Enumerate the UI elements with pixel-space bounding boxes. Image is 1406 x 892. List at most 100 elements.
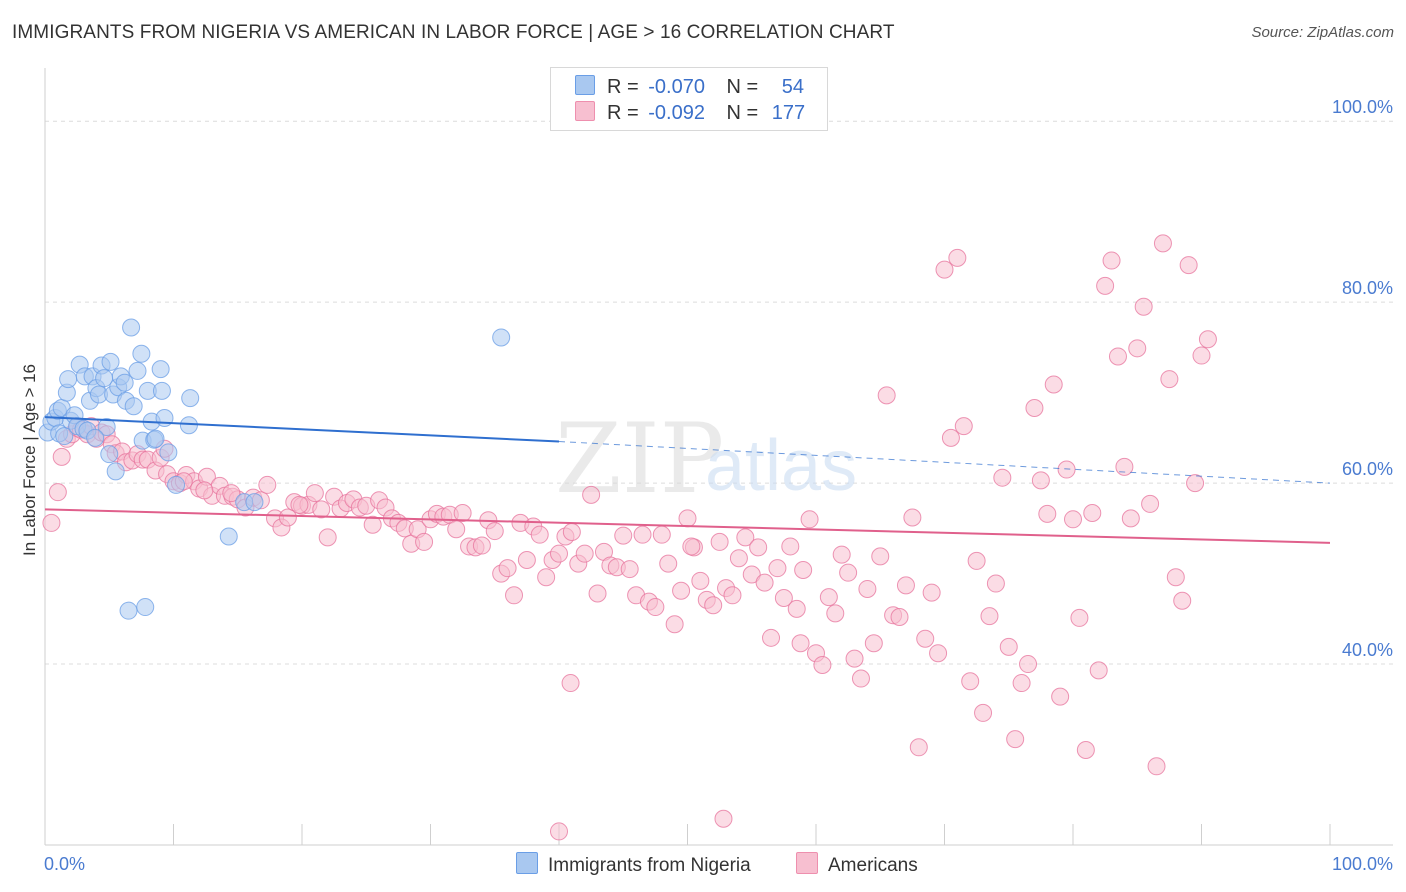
data-point	[1012, 674, 1031, 693]
legend-label-americans: Americans	[828, 855, 918, 876]
data-point	[858, 579, 877, 598]
legend-r-label: R =	[607, 102, 639, 124]
data-point	[537, 568, 556, 587]
data-point	[819, 588, 838, 607]
data-point	[678, 509, 697, 528]
data-point	[447, 520, 466, 539]
data-point	[903, 508, 922, 527]
data-point	[935, 260, 954, 279]
data-point	[1057, 460, 1076, 479]
data-point	[1038, 504, 1057, 523]
data-point	[890, 608, 909, 627]
legend-n-value: 54	[781, 76, 805, 98]
data-point	[101, 352, 120, 371]
data-point	[561, 674, 580, 693]
trend-line-nigeria-extrapolated	[558, 441, 1331, 484]
data-point	[791, 634, 810, 653]
data-point	[575, 544, 594, 563]
data-point	[48, 483, 67, 502]
data-point	[550, 822, 568, 841]
data-point	[729, 549, 748, 568]
data-point	[1083, 503, 1102, 522]
data-point	[181, 389, 200, 408]
data-point	[305, 484, 324, 503]
data-point	[710, 532, 729, 551]
data-point	[1186, 474, 1205, 493]
data-point	[762, 628, 781, 647]
data-point	[128, 361, 147, 380]
data-point	[119, 601, 138, 620]
data-point	[1031, 471, 1050, 490]
data-point	[151, 360, 170, 379]
data-point	[1096, 276, 1115, 295]
data-point	[1025, 399, 1044, 418]
data-point	[1044, 375, 1063, 394]
data-point	[672, 581, 691, 600]
data-point	[794, 560, 813, 579]
data-point	[941, 428, 960, 447]
data-point	[755, 573, 774, 592]
legend-label-nigeria: Immigrants from Nigeria	[548, 855, 751, 876]
correlation-legend: R = -0.070 N = 54 R = -0.092 N = 177	[550, 67, 828, 131]
trend-line-nigeria	[44, 416, 560, 443]
data-point	[1051, 687, 1070, 706]
data-point	[691, 571, 710, 590]
data-point	[774, 589, 793, 608]
data-point	[42, 513, 61, 532]
data-point	[146, 429, 165, 448]
data-point	[1108, 347, 1127, 366]
data-point	[871, 547, 890, 566]
legend-item-americans[interactable]: Americans	[796, 852, 918, 877]
tick-labels: 40.0% 60.0% 80.0% 100.0% 0.0% 100.0%	[44, 97, 1393, 874]
data-point	[864, 634, 883, 653]
data-point	[1166, 568, 1185, 587]
data-point	[620, 560, 639, 579]
data-point	[52, 447, 71, 466]
data-point	[851, 669, 870, 688]
data-point	[787, 599, 806, 618]
data-point	[179, 416, 198, 435]
data-point	[922, 583, 941, 602]
y-tick-label: 60.0%	[1342, 459, 1393, 479]
legend-item-nigeria[interactable]: Immigrants from Nigeria	[516, 852, 751, 877]
data-point	[1128, 339, 1147, 358]
data-point	[258, 475, 277, 494]
data-point	[954, 417, 973, 436]
y-tick-label: 80.0%	[1342, 278, 1393, 298]
data-point	[665, 615, 684, 634]
data-point	[245, 493, 264, 512]
data-point	[55, 427, 74, 446]
data-point	[312, 500, 331, 519]
data-point	[1121, 509, 1140, 528]
data-point	[1198, 330, 1217, 349]
data-point	[219, 527, 238, 546]
data-point	[498, 559, 517, 578]
data-point	[1006, 730, 1025, 749]
data-point	[993, 468, 1012, 487]
data-point	[115, 373, 134, 392]
data-point	[318, 528, 337, 547]
data-point	[736, 528, 755, 547]
data-point	[967, 551, 986, 570]
data-point	[278, 508, 297, 527]
data-point	[813, 655, 832, 674]
data-point	[59, 370, 78, 389]
data-point	[132, 344, 151, 363]
legend-swatch-americans	[796, 852, 818, 874]
legend-n-value: 177	[771, 102, 806, 124]
data-point	[290, 495, 309, 514]
data-point	[916, 629, 935, 648]
legend-swatch-americans	[575, 101, 595, 121]
data-point	[1134, 297, 1153, 316]
data-point	[659, 554, 678, 573]
data-point	[124, 397, 143, 416]
data-point	[97, 418, 116, 437]
watermark: ZIP atlas	[555, 403, 857, 515]
data-point	[106, 462, 125, 481]
data-point	[652, 525, 671, 544]
data-point	[492, 328, 511, 347]
data-point	[974, 703, 993, 722]
data-point	[222, 484, 241, 503]
data-point	[582, 485, 601, 504]
data-point	[781, 537, 800, 556]
